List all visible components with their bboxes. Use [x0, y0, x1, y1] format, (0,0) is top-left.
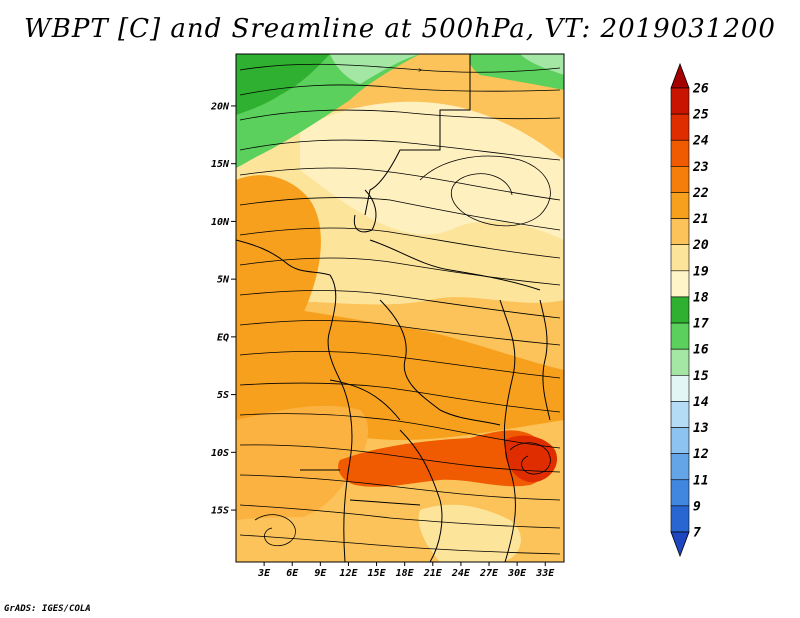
colorbar-segment: [670, 374, 690, 402]
lon-label: 27E: [479, 568, 499, 579]
lon-label: 30E: [507, 568, 527, 579]
lon-label: 15E: [368, 568, 387, 579]
colorbar-segment: [670, 401, 690, 428]
colorbar-segment: [670, 192, 690, 219]
colorbar-label: 11: [693, 473, 709, 488]
colorbar-upper-arrow: [670, 62, 690, 89]
latitude-axis: 20N 15N 10N 5N EQ 5S 10S 15S: [210, 101, 236, 517]
lon-label: 24E: [451, 568, 471, 579]
colorbar-label: 13: [693, 421, 709, 436]
lon-label: 6E: [286, 568, 299, 579]
colorbar-label: 14: [693, 395, 709, 410]
grads-credit: GrADS: IGES/COLA: [4, 604, 91, 614]
colorbar-segment: [670, 479, 690, 507]
country-borders: [236, 54, 551, 562]
colorbar-lower-arrow: [670, 531, 690, 558]
lat-label: 20N: [210, 101, 230, 112]
lat-label: 10N: [211, 217, 230, 228]
colorbar-label: 12: [693, 447, 709, 462]
lat-label: 15S: [211, 506, 229, 517]
colorbar-label: 19: [693, 264, 709, 279]
lon-label: 9E: [314, 568, 327, 579]
colorbar-label: 21: [692, 212, 709, 227]
colorbar-label: 24: [692, 134, 709, 149]
colorbar-segment: [670, 244, 690, 272]
colorbar-label: 9: [693, 499, 701, 514]
streamlines: [239, 63, 561, 555]
colorbar-segment: [670, 166, 690, 193]
lat-label: 5S: [217, 390, 229, 401]
colorbar-label: 20: [692, 238, 709, 253]
colorbar-label: 26: [692, 82, 709, 97]
wbpt-shading: [236, 54, 564, 562]
colorbar-label: 15: [693, 369, 709, 384]
lon-label: 18E: [396, 568, 415, 579]
lon-label: 3E: [257, 568, 271, 579]
colorbar-segment: [670, 322, 690, 350]
lon-label: 12E: [339, 568, 358, 579]
colorbar-segment: [670, 270, 690, 298]
colorbar-segment: [670, 296, 690, 324]
colorbar-segment: [670, 87, 690, 115]
lat-label: 5N: [217, 275, 230, 286]
colorbar-label: 22: [692, 186, 709, 201]
colorbar-segment: [670, 218, 690, 246]
colorbar-label: 16: [693, 343, 709, 358]
colorbar-segment: [670, 505, 690, 533]
colorbar-segment: [670, 139, 690, 167]
lon-label: 21E: [423, 568, 443, 579]
colorbar-segment: [670, 453, 690, 481]
colorbar-label: 17: [693, 317, 709, 332]
colorbar-segment: [670, 113, 690, 141]
lat-label: EQ: [217, 332, 229, 343]
colorbar-label: 23: [692, 160, 709, 175]
colorbar-label: 18: [693, 290, 709, 305]
colorbar: 26 25 24 23 22 21 20 19 18 17 16 15 14 13 12 11 9 7: [670, 62, 709, 558]
colorbar-segment: [670, 427, 690, 454]
lat-label: 15N: [211, 159, 230, 170]
longitude-axis: 3E 6E 9E 12E 15E 18E 21E 24E 27E 30E 33E: [257, 562, 555, 579]
colorbar-segment: [670, 348, 690, 376]
colorbar-label: 7: [693, 526, 701, 541]
lat-label: 10S: [211, 448, 229, 459]
lon-label: 33E: [535, 568, 555, 579]
colorbar-label: 25: [692, 108, 709, 123]
map-frame: [235, 53, 565, 563]
chart-title: WBPT [C] and Sreamline at 500hPa, VT: 20…: [24, 14, 776, 44]
